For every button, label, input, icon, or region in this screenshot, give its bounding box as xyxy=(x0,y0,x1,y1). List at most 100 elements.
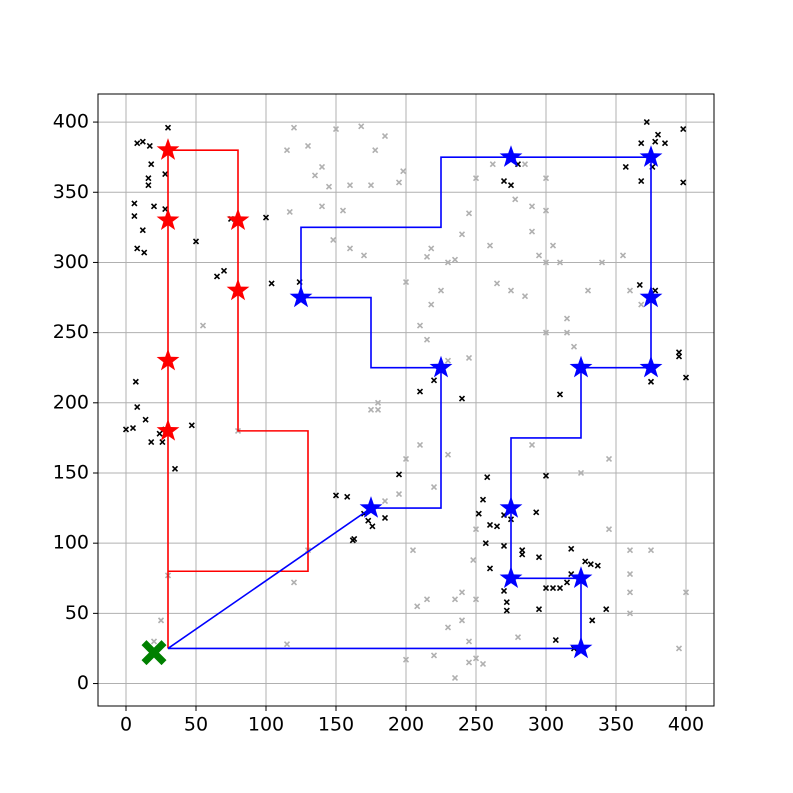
customer-point xyxy=(479,496,487,503)
customer-point xyxy=(680,179,687,186)
customer-point xyxy=(381,133,389,140)
customer-point xyxy=(220,267,228,274)
customer-point xyxy=(605,455,613,463)
x-tick-label: 100 xyxy=(248,714,284,736)
customer-point xyxy=(563,315,571,322)
plot-frame xyxy=(97,93,715,707)
customer-point xyxy=(268,280,275,287)
route-stop xyxy=(499,496,523,518)
route-stop xyxy=(499,145,523,167)
customer-point xyxy=(493,280,501,287)
customer-point xyxy=(332,126,340,133)
customer-point xyxy=(542,175,550,182)
customer-point xyxy=(416,322,424,329)
customer-point xyxy=(577,469,585,477)
customer-point xyxy=(589,617,596,624)
customer-point xyxy=(146,142,153,150)
customer-point xyxy=(475,510,482,517)
customer-point xyxy=(486,242,494,249)
y-tick-label: 150 xyxy=(53,461,89,483)
customer-point xyxy=(402,656,410,663)
customer-point xyxy=(171,465,179,472)
x-tick-label: 350 xyxy=(598,714,634,736)
customer-point xyxy=(556,391,564,398)
customer-point xyxy=(444,357,452,364)
customer-point xyxy=(643,119,650,126)
customer-point xyxy=(654,131,662,138)
customer-point xyxy=(484,474,491,481)
route-stop xyxy=(499,566,523,588)
customer-point xyxy=(192,238,200,245)
customer-point xyxy=(134,403,141,411)
customer-point xyxy=(470,556,477,564)
customer-point xyxy=(369,523,376,530)
customer-point xyxy=(134,245,141,252)
customer-point xyxy=(542,585,550,592)
customer-point xyxy=(465,638,473,645)
customer-point xyxy=(372,147,379,154)
customer-point xyxy=(318,203,326,210)
customer-point xyxy=(542,329,550,336)
customer-point xyxy=(213,273,221,280)
x-tick-label: 0 xyxy=(120,714,132,736)
customer-point xyxy=(162,206,169,213)
customer-point xyxy=(528,228,536,235)
customer-point xyxy=(636,281,643,288)
customer-point xyxy=(682,374,690,381)
customer-point xyxy=(682,589,690,596)
customer-point xyxy=(500,177,508,185)
customer-point xyxy=(568,545,575,552)
route-stop xyxy=(569,566,593,588)
customer-point xyxy=(430,377,438,384)
customer-point xyxy=(542,472,550,479)
customer-point xyxy=(549,242,557,249)
customer-point xyxy=(423,253,431,260)
customer-point xyxy=(549,585,557,592)
customer-point xyxy=(489,161,496,168)
route-stop xyxy=(226,278,250,301)
customer-point xyxy=(346,182,354,189)
customer-point xyxy=(157,617,165,624)
customer-point xyxy=(451,674,459,681)
customer-point xyxy=(381,497,389,505)
customer-point xyxy=(290,579,298,586)
customer-point xyxy=(283,147,291,154)
customer-point xyxy=(500,587,508,594)
customer-point xyxy=(563,579,571,586)
customer-point xyxy=(680,126,687,133)
customer-point xyxy=(542,259,550,266)
customer-point xyxy=(587,561,594,568)
customer-point xyxy=(351,535,358,543)
customer-point xyxy=(603,606,610,613)
customer-point xyxy=(493,523,501,530)
customer-point xyxy=(395,179,403,186)
customer-point xyxy=(521,161,529,168)
customer-point xyxy=(311,172,319,179)
customer-point xyxy=(626,287,634,294)
customer-point xyxy=(395,471,403,478)
customer-point xyxy=(675,645,683,652)
customer-point xyxy=(150,638,158,645)
x-tick-label: 250 xyxy=(458,714,494,736)
customer-point xyxy=(416,441,424,448)
customer-point xyxy=(458,231,466,238)
customer-point xyxy=(367,406,375,413)
customer-point xyxy=(286,208,293,215)
customer-point xyxy=(556,585,564,592)
customer-point xyxy=(142,416,149,423)
customer-point xyxy=(395,490,403,498)
customer-point xyxy=(626,589,634,596)
x-tick-label: 200 xyxy=(388,714,424,736)
customer-point xyxy=(290,124,298,131)
customer-point xyxy=(535,606,543,613)
customer-point xyxy=(444,259,452,266)
route-stop xyxy=(226,208,250,230)
customer-point xyxy=(444,624,452,631)
route-stop xyxy=(359,496,383,518)
customer-point xyxy=(318,163,326,171)
customer-point xyxy=(675,353,683,360)
customer-point xyxy=(416,388,424,395)
y-tick-label: 200 xyxy=(53,391,89,413)
route-stop xyxy=(156,138,180,160)
customer-point xyxy=(638,140,645,147)
